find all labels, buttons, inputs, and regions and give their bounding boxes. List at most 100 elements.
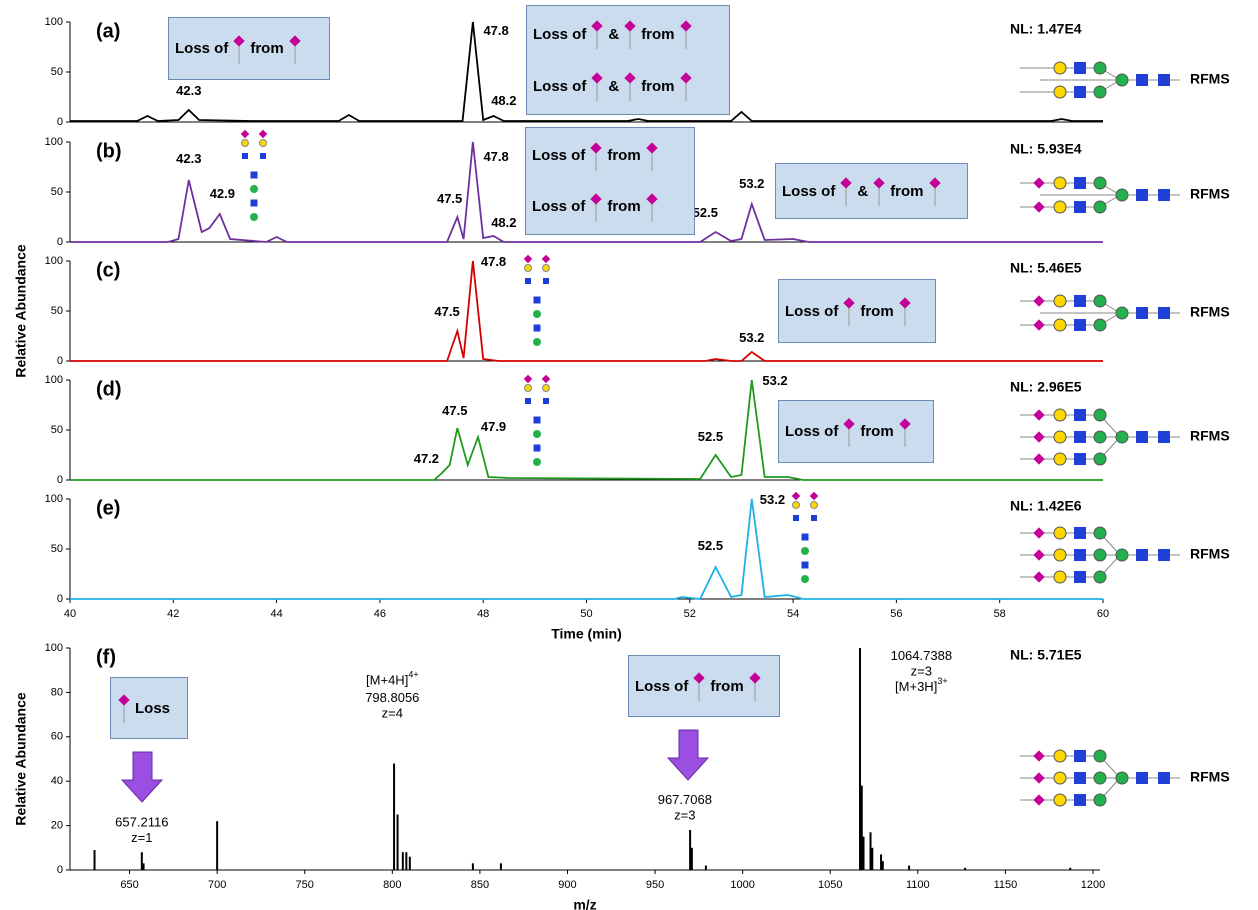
y-tick-label: 0	[57, 474, 63, 486]
y-tick-label: 0	[57, 236, 63, 248]
y-tick-label: 60	[51, 731, 63, 743]
residue	[801, 547, 809, 555]
x-tick-label: 60	[1097, 608, 1109, 620]
box-text: Loss of	[532, 198, 585, 215]
y-tick-label: 0	[57, 864, 63, 876]
residue	[1158, 189, 1170, 201]
annotation-text: 47.5	[434, 304, 459, 319]
glycan-structure	[1020, 62, 1180, 98]
annotation-text: z=1	[131, 830, 152, 845]
residue	[1033, 295, 1044, 306]
residue	[1054, 62, 1066, 74]
y-tick-label: 100	[45, 255, 63, 267]
glycan-structure	[1020, 750, 1180, 806]
y-tick-label: 50	[51, 66, 63, 78]
glycan-icon	[288, 34, 302, 64]
trace	[70, 261, 1103, 361]
y-tick-label: 50	[51, 424, 63, 436]
annotation: 47.9	[481, 419, 506, 434]
y-tick-label: 80	[51, 686, 63, 698]
residue	[1054, 750, 1066, 762]
annotation-text: 52.5	[698, 429, 723, 444]
glycan-icon	[839, 176, 853, 206]
box-text: Loss of	[175, 40, 228, 57]
annotation-text: z=3	[911, 664, 932, 679]
x-tick-label: 1000	[730, 879, 754, 891]
annotation: 47.5	[442, 403, 467, 418]
x-tick-label: 56	[890, 608, 902, 620]
annotation-text: 53.2	[739, 176, 764, 191]
annotation-text: 42.3	[176, 83, 201, 98]
annotation-box: Loss offrom	[168, 17, 330, 80]
residue	[1094, 177, 1106, 189]
residue	[525, 265, 532, 272]
x-tick-label: 700	[208, 879, 226, 891]
annotation-text: 52.5	[698, 538, 723, 553]
x-tick-label: 40	[64, 608, 76, 620]
residue	[1158, 549, 1170, 561]
residue	[1158, 74, 1170, 86]
residue	[1033, 571, 1044, 582]
annotation-text: 47.5	[437, 191, 462, 206]
y-tick-label: 0	[57, 593, 63, 605]
panel-label: (f)	[96, 646, 116, 668]
glycan-icon	[679, 19, 693, 49]
panel-label: (a)	[96, 20, 120, 42]
residue	[1136, 772, 1148, 784]
box-line: Loss offrom	[785, 417, 927, 447]
box-text: &	[857, 183, 868, 200]
box-line: Loss of&from	[533, 71, 723, 101]
annotation: z=1	[131, 830, 152, 845]
annotation-text: 48.2	[491, 215, 516, 230]
residue	[259, 130, 267, 138]
annotation-text: 42.3	[176, 151, 201, 166]
residue	[1094, 527, 1106, 539]
glycan-icon	[842, 296, 856, 326]
x-tick-label: 850	[471, 879, 489, 891]
residue	[250, 213, 258, 221]
annotation-box: Loss offromLoss offrom	[525, 127, 695, 235]
residue	[1074, 201, 1086, 213]
y-tick-label: 20	[51, 820, 63, 832]
box-text: Loss of	[533, 78, 586, 95]
panel-label: (c)	[96, 259, 120, 281]
x-tick-label: 950	[646, 879, 664, 891]
annotation-text: 798.8056	[365, 690, 419, 705]
residue	[1033, 527, 1044, 538]
residue	[1094, 431, 1106, 443]
arrow	[122, 752, 162, 802]
annotation-text: 53.2	[762, 373, 787, 388]
residue	[1136, 549, 1148, 561]
annotation: 798.8056	[365, 690, 419, 705]
residue	[1074, 750, 1086, 762]
residue	[1094, 409, 1106, 421]
normalization-level: NL: 2.96E5	[1010, 379, 1082, 395]
x-tick-label: 58	[994, 608, 1006, 620]
box-text: from	[860, 423, 893, 440]
residue	[525, 398, 531, 404]
residue	[1033, 201, 1044, 212]
residue	[1033, 431, 1044, 442]
residue	[1054, 409, 1066, 421]
x-tick-label: 54	[787, 608, 799, 620]
annotation-box: Loss of&fromLoss of&from	[526, 5, 730, 115]
annotation-superscript: 4+	[408, 670, 418, 680]
x-tick-label: 44	[270, 608, 282, 620]
x-tick-label: 52	[684, 608, 696, 620]
annotation-text: 52.5	[693, 205, 718, 220]
residue	[242, 153, 248, 159]
glycan-icon	[645, 192, 659, 222]
glycan-structure	[1020, 177, 1180, 213]
residue	[1033, 453, 1044, 464]
annotation-text: 47.5	[442, 403, 467, 418]
residue	[260, 153, 266, 159]
residue	[543, 398, 549, 404]
residue	[1074, 431, 1086, 443]
x-tick-label: 750	[296, 879, 314, 891]
y-tick-label: 50	[51, 186, 63, 198]
glycan-icon	[792, 492, 818, 583]
y-axis-label: Relative Abundance	[13, 692, 29, 826]
glycan-label: RFMS	[1190, 186, 1230, 202]
